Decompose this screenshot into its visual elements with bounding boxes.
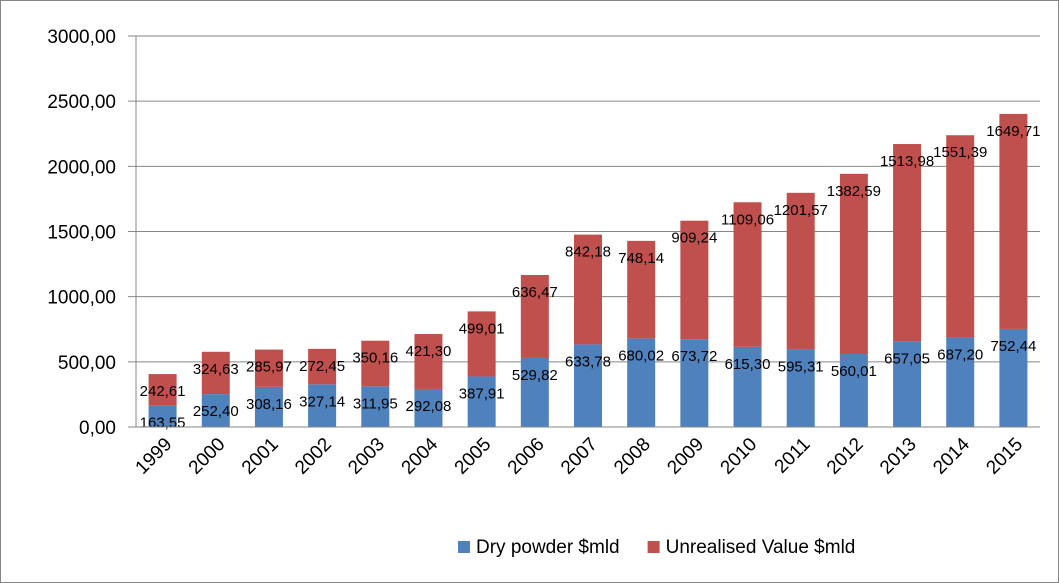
bar-segment bbox=[893, 341, 922, 427]
data-label: 842,18 bbox=[565, 244, 611, 261]
bar-segment bbox=[148, 405, 177, 427]
y-tick-label: 0,00 bbox=[79, 418, 116, 439]
bar-segment bbox=[414, 334, 443, 389]
data-label: 1109,06 bbox=[721, 211, 774, 228]
bar-segment bbox=[414, 388, 443, 427]
bar-segment bbox=[893, 144, 922, 342]
bar-segment bbox=[520, 357, 549, 427]
data-label: 324,63 bbox=[193, 361, 239, 378]
data-label: 657,05 bbox=[884, 350, 930, 367]
bar-segment bbox=[839, 354, 868, 427]
data-label: 387,91 bbox=[459, 385, 505, 402]
data-label: 1649,71 bbox=[986, 123, 1040, 140]
data-label: 499,01 bbox=[459, 320, 505, 337]
y-tick-label: 500,00 bbox=[58, 353, 116, 374]
legend-swatch bbox=[458, 541, 470, 553]
bar-segment bbox=[361, 386, 390, 427]
bar-segment bbox=[680, 339, 709, 427]
data-label: 748,14 bbox=[618, 250, 664, 267]
bar-segment bbox=[733, 202, 762, 347]
data-label: 673,72 bbox=[671, 348, 717, 365]
data-label: 1382,59 bbox=[827, 183, 881, 200]
data-label: 163,55 bbox=[140, 415, 186, 432]
bar-segment bbox=[839, 173, 868, 355]
y-tick-label: 2000,00 bbox=[47, 157, 116, 178]
data-label: 308,16 bbox=[246, 396, 292, 413]
bar-segment bbox=[680, 220, 709, 340]
bar-segment bbox=[786, 349, 815, 427]
data-label: 636,47 bbox=[512, 284, 558, 301]
data-label: 687,20 bbox=[937, 346, 983, 363]
data-label: 421,30 bbox=[406, 343, 452, 360]
bar-segment bbox=[627, 338, 656, 427]
bar-segment bbox=[574, 234, 602, 345]
data-label: 909,24 bbox=[671, 230, 717, 247]
bar-segment bbox=[946, 337, 975, 427]
bar-segment bbox=[999, 328, 1028, 427]
data-label: 752,44 bbox=[990, 338, 1036, 355]
data-label: 285,97 bbox=[246, 359, 292, 376]
legend-label: Unrealised Value $mld bbox=[666, 537, 856, 558]
data-label: 1551,39 bbox=[933, 144, 987, 161]
data-label: 1201,57 bbox=[774, 202, 828, 219]
data-label: 311,95 bbox=[353, 395, 398, 412]
legend-swatch bbox=[647, 541, 660, 553]
data-label: 252,40 bbox=[193, 403, 239, 420]
bar-segment bbox=[254, 349, 283, 387]
bar-segment bbox=[520, 274, 549, 358]
bar-segment bbox=[467, 311, 496, 377]
bar-segment bbox=[467, 376, 496, 427]
bar-segment bbox=[786, 192, 815, 350]
data-label: 242,61 bbox=[140, 383, 186, 400]
bar-segment bbox=[308, 348, 337, 385]
y-tick-label: 2500,00 bbox=[47, 92, 116, 113]
bar-segment bbox=[574, 344, 602, 427]
data-label: 595,31 bbox=[778, 358, 824, 375]
bar-segment bbox=[999, 113, 1028, 329]
bar-segment bbox=[361, 340, 390, 387]
y-tick-label: 1000,00 bbox=[47, 288, 116, 309]
data-label: 633,78 bbox=[565, 353, 611, 370]
data-label: 560,01 bbox=[831, 363, 877, 380]
data-label: 615,30 bbox=[725, 356, 771, 373]
data-label: 1513,98 bbox=[880, 153, 934, 170]
legend-label: Dry powder $mld bbox=[476, 537, 620, 558]
bar-segment bbox=[201, 394, 230, 427]
y-tick-label: 3000,00 bbox=[47, 27, 116, 48]
bar-segment bbox=[201, 351, 230, 395]
data-label: 327,14 bbox=[299, 393, 345, 410]
bar-segment bbox=[148, 374, 177, 406]
data-label: 529,82 bbox=[512, 367, 558, 384]
y-tick-label: 1500,00 bbox=[47, 223, 116, 244]
data-label: 272,45 bbox=[299, 358, 345, 375]
bar-segment bbox=[308, 384, 337, 427]
data-label: 350,16 bbox=[352, 350, 398, 367]
bar-segment bbox=[627, 240, 656, 339]
bar-segment bbox=[733, 346, 762, 427]
data-label: 680,02 bbox=[618, 347, 664, 364]
data-label: 292,08 bbox=[406, 398, 452, 415]
bar-segment bbox=[946, 135, 975, 338]
bar-segment bbox=[254, 386, 283, 427]
